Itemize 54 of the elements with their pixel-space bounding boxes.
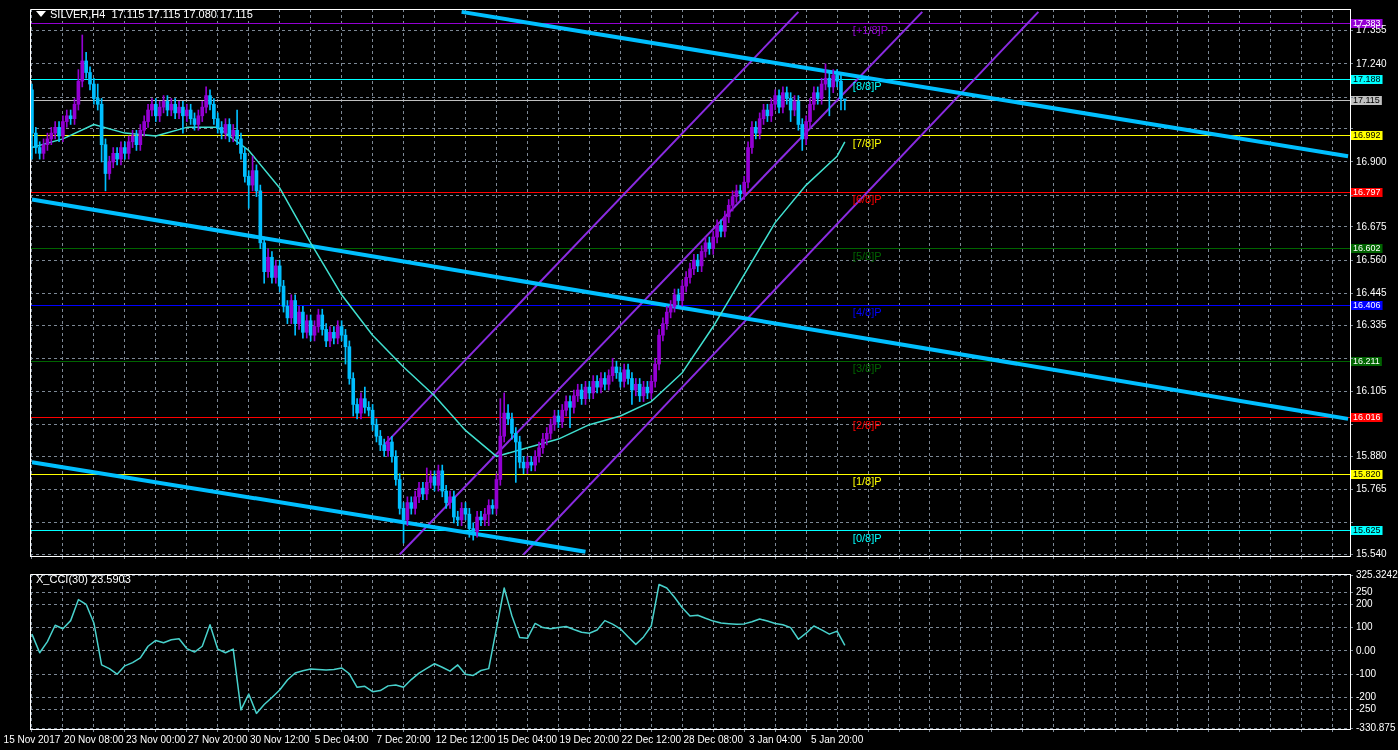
- x-tick-label: 15 Dec 04:00: [497, 733, 558, 745]
- y-tick-label: 16.445: [1356, 287, 1388, 299]
- text: 17.188: [1353, 73, 1381, 84]
- y-tick-label: 16.900: [1356, 155, 1388, 167]
- y-tick-label: -100: [1356, 667, 1377, 679]
- y-tick-label: 16.335: [1356, 318, 1388, 330]
- text: 17.115: [1353, 94, 1380, 105]
- x-tick-label: 5 Jan 20:00: [810, 733, 864, 745]
- y-tick-label: 100: [1356, 621, 1374, 633]
- y-tick-label: 16.675: [1356, 220, 1388, 232]
- x-tick-label: 23 Nov 00:00: [126, 733, 186, 745]
- text: 16.602: [1353, 242, 1381, 253]
- y-tick-label: 325.3242: [1356, 568, 1398, 580]
- y-tick-label: 200: [1356, 598, 1374, 610]
- x-tick-label: 27 Nov 20:00: [187, 733, 248, 745]
- text: 16.016: [1353, 411, 1381, 422]
- y-tick-label: 16.560: [1356, 253, 1388, 265]
- y-tick-label: -330.875: [1356, 721, 1396, 733]
- ref-line-label: [0/8]P: [852, 531, 882, 544]
- y-tick-label: 16.105: [1356, 385, 1388, 397]
- x-tick-label: 5 Dec 04:00: [314, 733, 370, 745]
- ref-line-label: [5/8]P: [852, 249, 882, 262]
- x-tick-label: 20 Nov 08:00: [64, 733, 125, 745]
- x-tick-label: 28 Dec 08:00: [683, 733, 744, 745]
- x-tick-label: 15 Nov 2017: [3, 733, 61, 745]
- x-tick-label: 3 Jan 04:00: [749, 733, 802, 745]
- ref-line-label: [7/8]P: [852, 136, 882, 149]
- chart-title: X_CCI(30) 23.5903: [36, 573, 131, 585]
- x-tick-label: 7 Dec 20:00: [376, 733, 431, 745]
- y-tick-label: 17.240: [1356, 57, 1388, 69]
- ref-line-label: [1/8]P: [852, 475, 882, 488]
- y-tick-label: 15.880: [1356, 450, 1388, 462]
- y-tick-label: -250: [1356, 702, 1377, 714]
- x-tick-label: 30 Nov 12:00: [249, 733, 310, 745]
- text: 15.625: [1353, 524, 1381, 535]
- text: 16.211: [1353, 355, 1380, 366]
- x-tick-label: 19 Dec 20:00: [559, 733, 620, 745]
- x-tick-label: 22 Dec 12:00: [621, 733, 682, 745]
- text: 16.797: [1353, 186, 1381, 197]
- chart-title: SILVER,H4 17.115 17.115 17.080 17.115: [50, 8, 253, 20]
- y-tick-label: 0.00: [1356, 644, 1376, 656]
- y-tick-label: 15.540: [1356, 548, 1388, 560]
- x-tick-label: 12 Dec 12:00: [435, 733, 496, 745]
- y-tick-label: 15.765: [1356, 483, 1388, 495]
- ref-line-label: [+1/8]P: [852, 24, 889, 37]
- ref-line-label: [8/8]P: [852, 80, 882, 93]
- ref-line-label: [4/8]P: [852, 306, 882, 319]
- text: 16.992: [1353, 129, 1381, 140]
- ref-line-label: [2/8]P: [852, 418, 882, 431]
- ref-line-label: [3/8]P: [852, 362, 882, 375]
- text: 15.820: [1353, 468, 1381, 479]
- y-tick-label: -200: [1356, 691, 1377, 703]
- y-tick-label: 250: [1356, 586, 1374, 598]
- text: 16.406: [1353, 299, 1381, 310]
